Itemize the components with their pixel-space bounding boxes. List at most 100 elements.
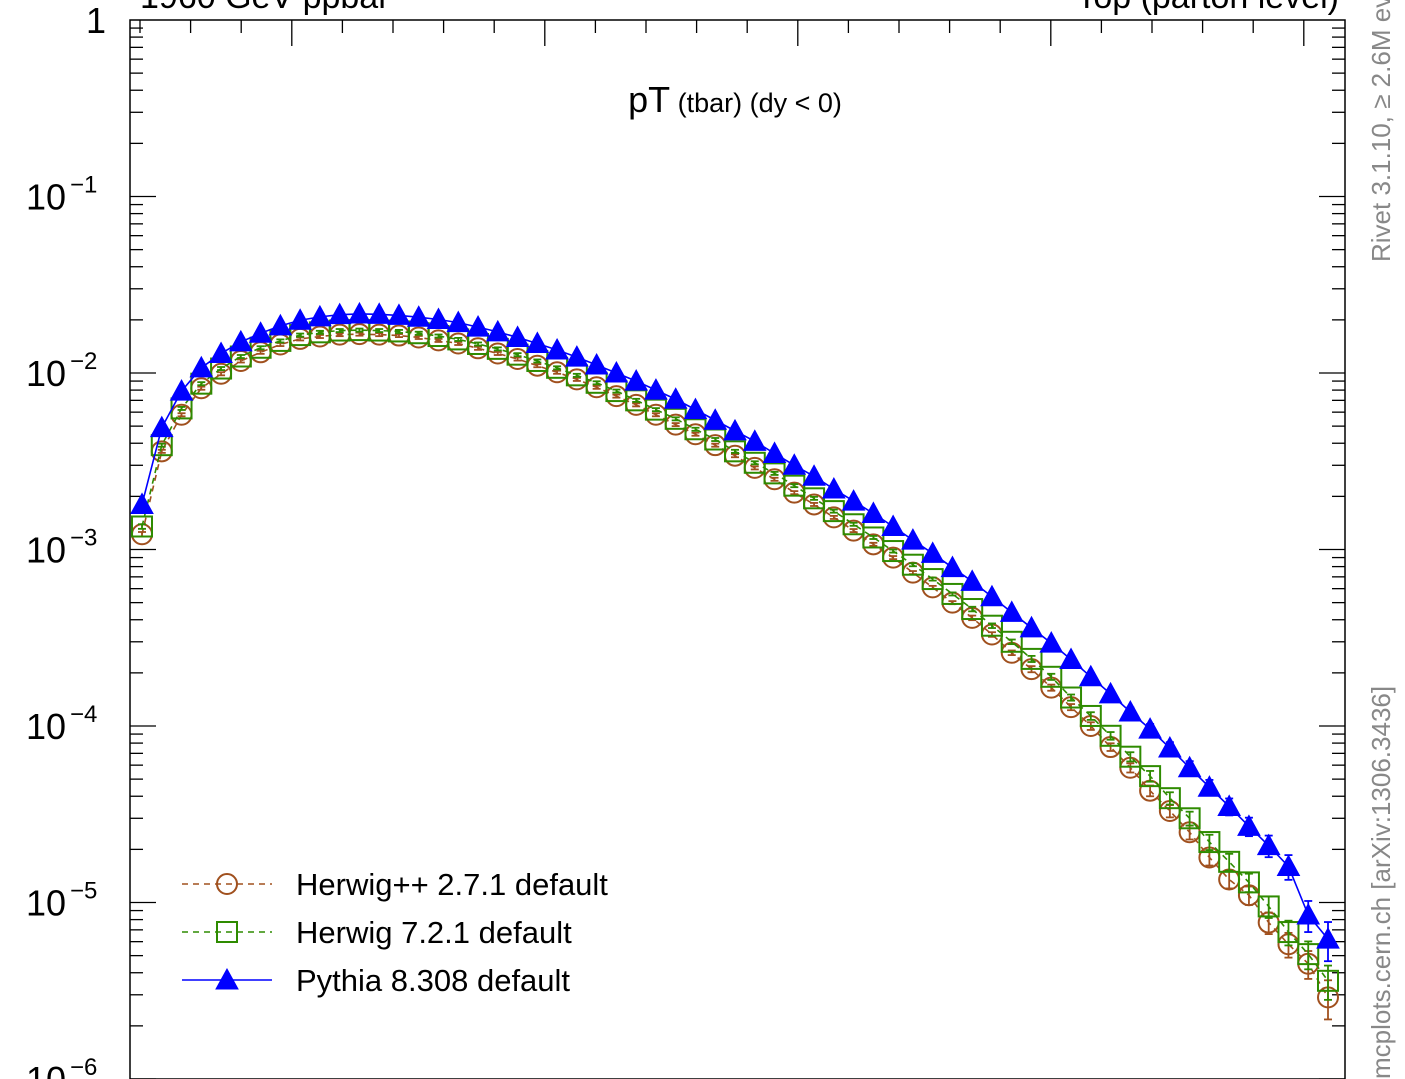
data-point xyxy=(822,500,845,523)
series-line xyxy=(141,313,1329,940)
data-point xyxy=(446,310,471,333)
y-tick-label: 10 xyxy=(26,177,66,218)
data-point xyxy=(1119,745,1142,768)
data-point xyxy=(1000,630,1023,653)
data-point xyxy=(1257,895,1280,918)
data-point xyxy=(841,489,866,511)
data-point xyxy=(466,315,490,337)
data-point xyxy=(1177,755,1202,778)
data-point xyxy=(861,501,886,523)
data-point xyxy=(782,453,807,475)
data-point xyxy=(505,325,530,347)
y-tick-exponent: −6 xyxy=(70,1054,97,1079)
y-tick-label: 10 xyxy=(26,353,66,394)
data-point xyxy=(762,441,787,463)
header-left-label: 1960 GeV ppbar xyxy=(140,0,390,17)
data-point xyxy=(842,513,865,536)
data-point xyxy=(169,379,194,401)
data-point xyxy=(940,555,965,578)
data-point xyxy=(130,492,154,514)
data-point xyxy=(1296,902,1321,925)
data-point xyxy=(1098,681,1123,704)
data-point xyxy=(131,515,153,538)
data-point xyxy=(565,345,589,367)
y-tick-label: 10 xyxy=(26,1059,66,1079)
data-point xyxy=(1237,814,1261,836)
data-point xyxy=(1237,871,1260,894)
data-point xyxy=(980,584,1004,607)
legend-label: Herwig 7.2.1 default xyxy=(296,915,572,950)
data-point xyxy=(802,464,826,486)
data-point xyxy=(347,301,372,324)
data-point xyxy=(327,302,352,325)
side-text-top: Rivet 3.1.10, ≥ 2.6M events xyxy=(1366,0,1396,262)
data-point xyxy=(584,352,609,375)
data-point xyxy=(1276,854,1301,876)
data-point xyxy=(1218,850,1241,873)
data-point xyxy=(881,514,905,536)
data-point xyxy=(683,397,708,420)
data-point xyxy=(862,526,885,549)
chart-title: pT (tbar) (dy < 0) xyxy=(628,79,842,120)
data-point xyxy=(1040,665,1063,688)
data-point xyxy=(189,355,214,378)
legend-label: Herwig++ 2.7.1 default xyxy=(296,867,608,902)
data-point xyxy=(1317,969,1339,992)
data-point xyxy=(545,337,569,360)
y-tick-label: 10 xyxy=(26,883,66,924)
data-point xyxy=(1118,699,1143,722)
data-point xyxy=(1158,787,1181,810)
y-tick-exponent: −1 xyxy=(70,172,97,199)
data-point xyxy=(485,319,510,342)
data-point xyxy=(308,304,332,327)
data-point xyxy=(703,408,728,430)
data-point xyxy=(1256,833,1281,856)
header-right-label: Top (parton level) xyxy=(1076,0,1339,17)
y-tick-label: 10 xyxy=(26,706,66,747)
data-point xyxy=(1059,647,1083,670)
data-point xyxy=(742,429,767,451)
data-point xyxy=(724,440,746,463)
data-point xyxy=(288,308,312,330)
data-point xyxy=(367,302,392,324)
data-point xyxy=(960,569,985,591)
data-point xyxy=(821,477,846,499)
y-axis-ticks xyxy=(130,20,1345,1079)
side-text-bottom: mcplots.cern.ch [arXiv:1306.3436] xyxy=(1366,685,1396,1079)
data-point xyxy=(1019,615,1044,638)
data-point xyxy=(268,313,293,336)
data-point xyxy=(624,369,649,391)
data-point xyxy=(1217,794,1242,816)
legend-label: Pythia 8.308 default xyxy=(296,963,570,998)
data-point xyxy=(1039,631,1064,653)
data-point xyxy=(901,528,925,550)
legend-marker xyxy=(216,873,238,895)
legend-marker xyxy=(216,921,238,943)
y-tick-label: 10 xyxy=(26,530,66,571)
data-point xyxy=(387,303,411,325)
data-point xyxy=(525,331,550,353)
data-point xyxy=(882,540,905,563)
data-point xyxy=(1198,831,1221,854)
data-point xyxy=(1139,765,1162,788)
y-tick-label: 1 xyxy=(86,0,106,41)
legend-marker xyxy=(215,967,239,990)
data-point xyxy=(1079,704,1102,727)
series-1 xyxy=(131,319,1339,1001)
data-point xyxy=(1078,664,1103,687)
data-point xyxy=(941,582,964,605)
data-point xyxy=(1297,943,1320,966)
y-tick-exponent: −3 xyxy=(70,525,97,552)
data-point xyxy=(980,614,1003,637)
data-point xyxy=(1197,775,1222,797)
y-tick-exponent: −5 xyxy=(70,878,97,905)
data-point xyxy=(248,321,273,343)
data-point xyxy=(1020,647,1043,670)
y-tick-exponent: −2 xyxy=(70,348,97,375)
data-point xyxy=(1277,921,1300,944)
data-point xyxy=(1178,807,1201,830)
data-point xyxy=(723,418,747,441)
data-point xyxy=(209,341,233,363)
data-point xyxy=(1138,717,1162,739)
